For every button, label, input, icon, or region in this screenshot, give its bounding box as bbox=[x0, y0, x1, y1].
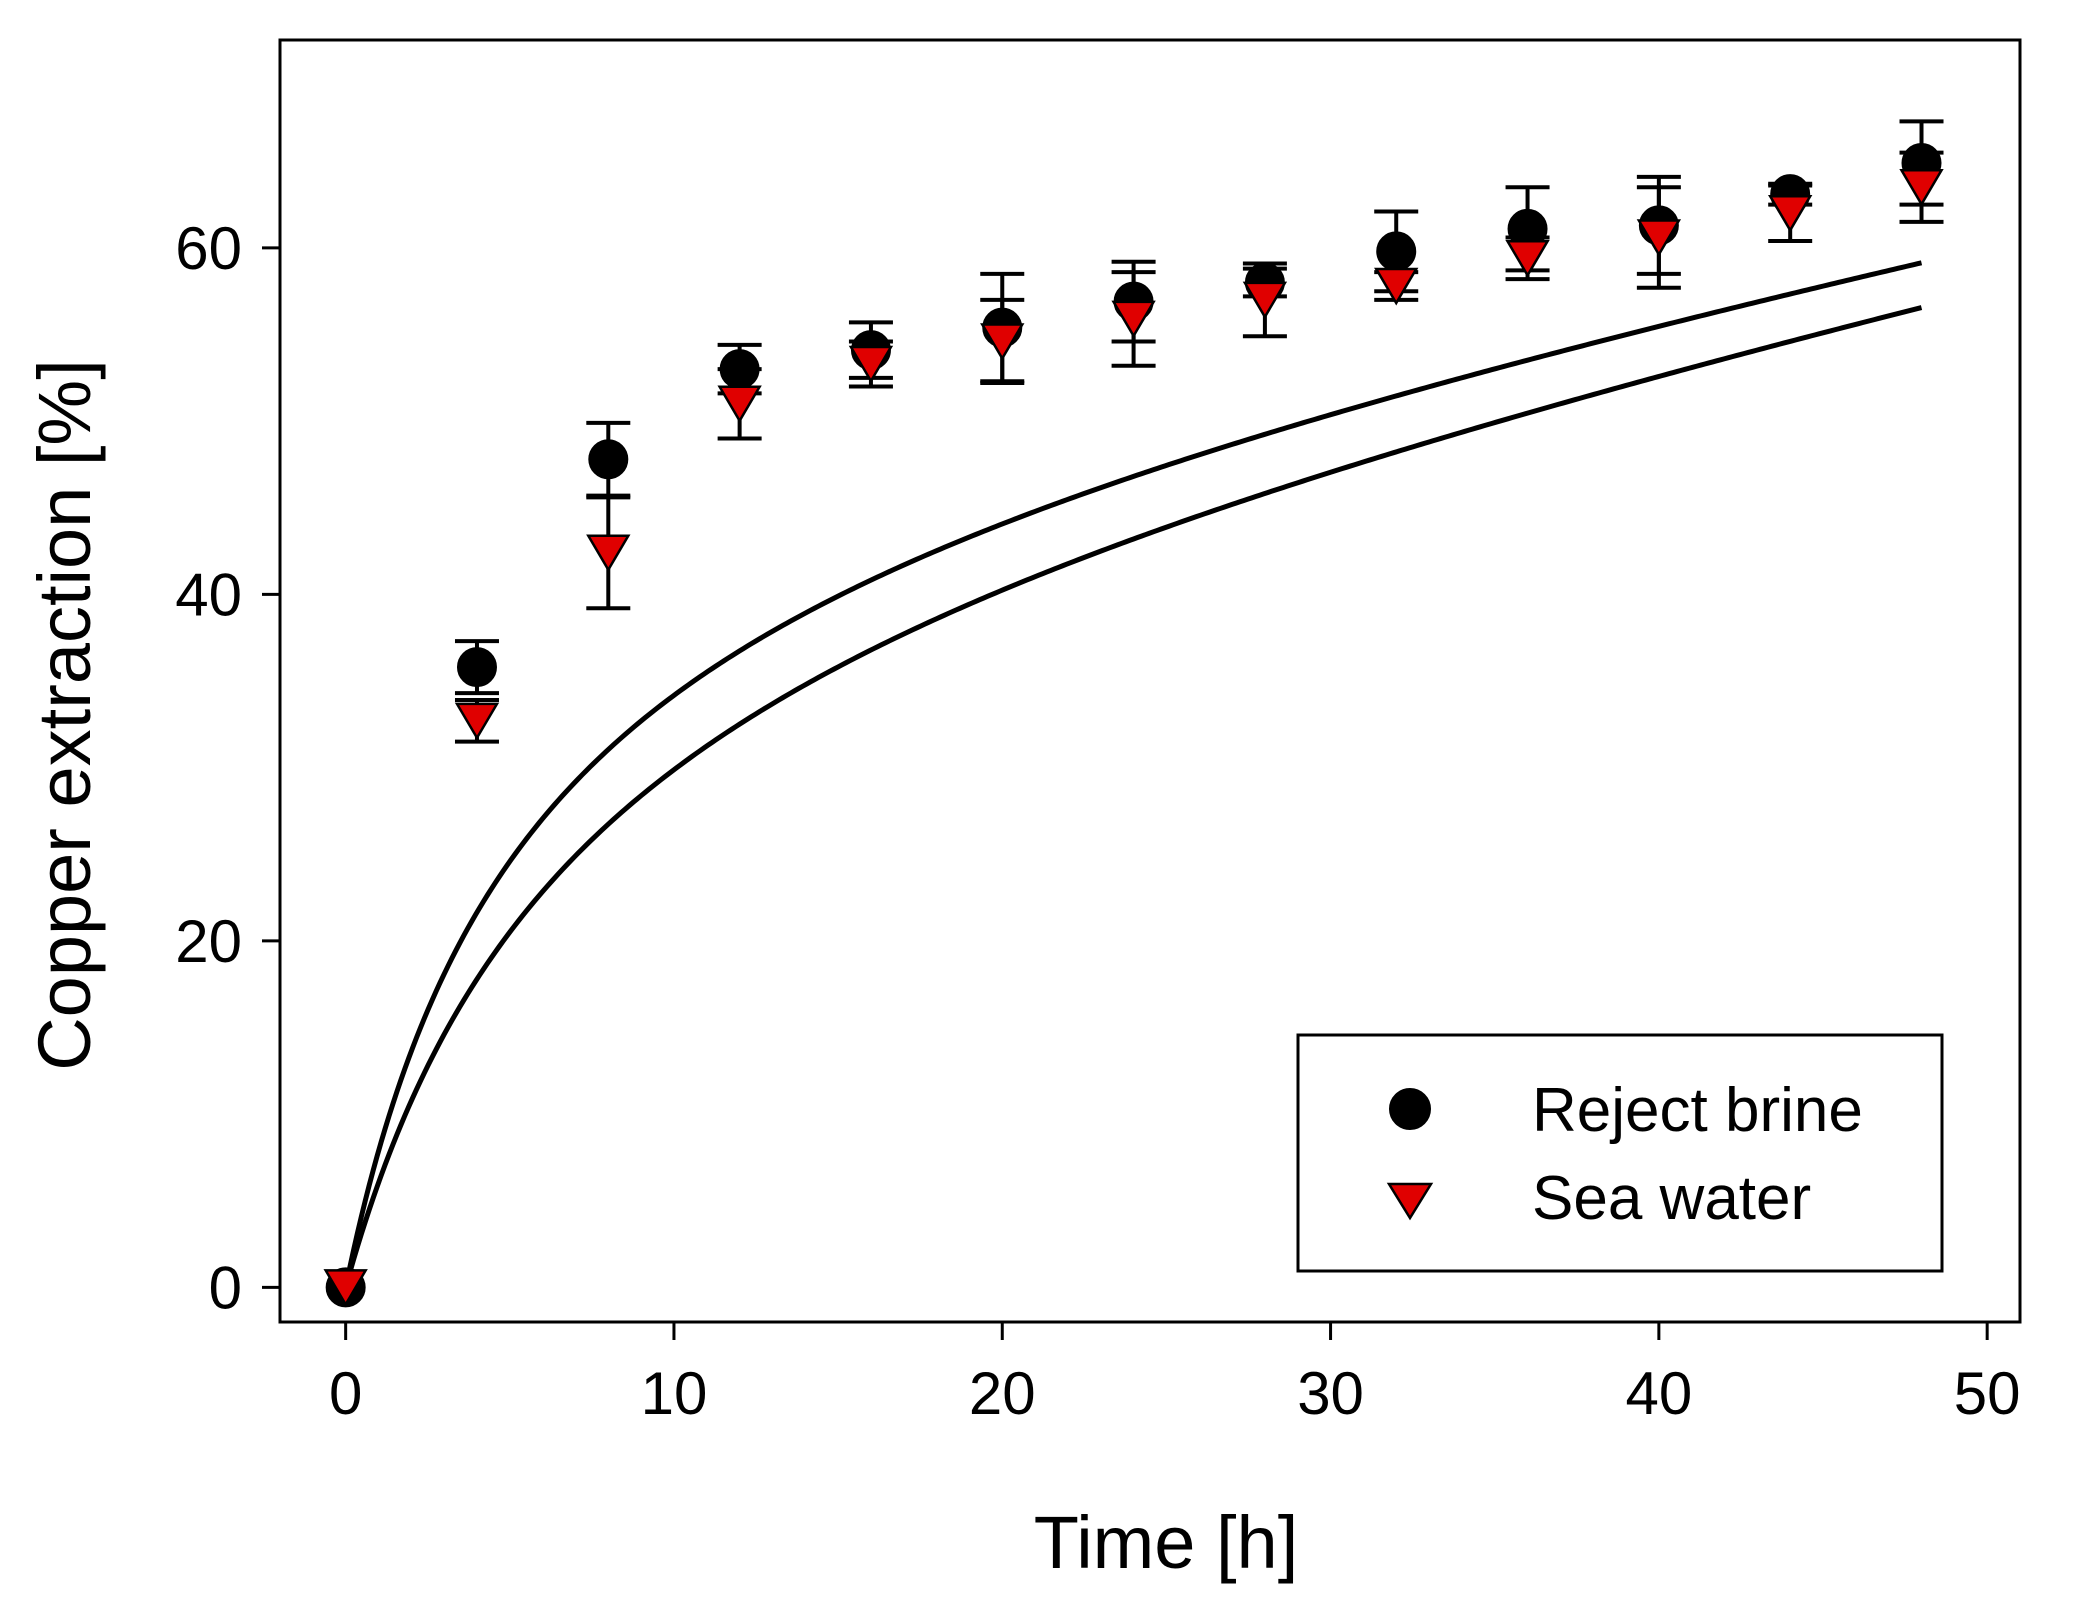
data-markers bbox=[323, 143, 1944, 1308]
point-sea-water bbox=[1242, 281, 1288, 320]
point-reject-brine bbox=[456, 647, 497, 688]
y-tick-label: 0 bbox=[209, 1254, 242, 1321]
point-sea-water bbox=[1374, 267, 1419, 306]
x-axis-title: Time [h] bbox=[1034, 1501, 1299, 1584]
error-bars bbox=[454, 119, 1944, 744]
legend-marker-reject-brine bbox=[1389, 1088, 1431, 1130]
point-sea-water bbox=[848, 345, 894, 384]
x-tick-label: 0 bbox=[329, 1360, 362, 1427]
point-sea-water bbox=[454, 702, 500, 741]
x-tick-label: 50 bbox=[1954, 1360, 2021, 1427]
point-sea-water bbox=[323, 1269, 368, 1307]
legend-label-sea-water: Sea water bbox=[1532, 1164, 1811, 1233]
x-tick-label: 30 bbox=[1297, 1360, 1364, 1427]
legend-label-reject-brine: Reject brine bbox=[1532, 1076, 1863, 1145]
x-tick-label: 40 bbox=[1625, 1360, 1692, 1427]
y-tick-label: 40 bbox=[175, 561, 242, 628]
legend-box bbox=[1296, 1033, 1944, 1273]
point-sea-water bbox=[1111, 300, 1156, 339]
point-sea-water bbox=[586, 534, 631, 573]
point-sea-water bbox=[717, 385, 762, 424]
x-axis-ticks: 0 10 20 30 40 50 bbox=[329, 1322, 2021, 1427]
fit-curve-sea-water bbox=[343, 305, 1923, 1289]
point-reject-brine bbox=[588, 439, 629, 480]
legend-marker-sea-water bbox=[1386, 1182, 1434, 1221]
y-axis-title: Copper extraction [%] bbox=[23, 359, 106, 1071]
point-sea-water bbox=[1505, 240, 1550, 278]
y-tick-label: 20 bbox=[175, 908, 242, 975]
x-tick-label: 20 bbox=[969, 1360, 1036, 1427]
y-axis-ticks: 0 20 40 60 bbox=[175, 215, 280, 1321]
fit-curves bbox=[343, 260, 1923, 1289]
y-tick-label: 60 bbox=[175, 215, 242, 282]
point-reject-brine bbox=[719, 349, 760, 390]
fit-curve-reject-brine bbox=[343, 260, 1923, 1288]
x-tick-label: 10 bbox=[641, 1360, 708, 1427]
plot-frame bbox=[278, 38, 2022, 1324]
point-sea-water bbox=[1899, 169, 1944, 207]
point-sea-water bbox=[1768, 194, 1813, 233]
point-reject-brine bbox=[1376, 231, 1417, 272]
point-sea-water bbox=[1636, 219, 1682, 257]
legend: Reject brine Sea water bbox=[1296, 1033, 1944, 1273]
point-sea-water bbox=[980, 323, 1025, 361]
